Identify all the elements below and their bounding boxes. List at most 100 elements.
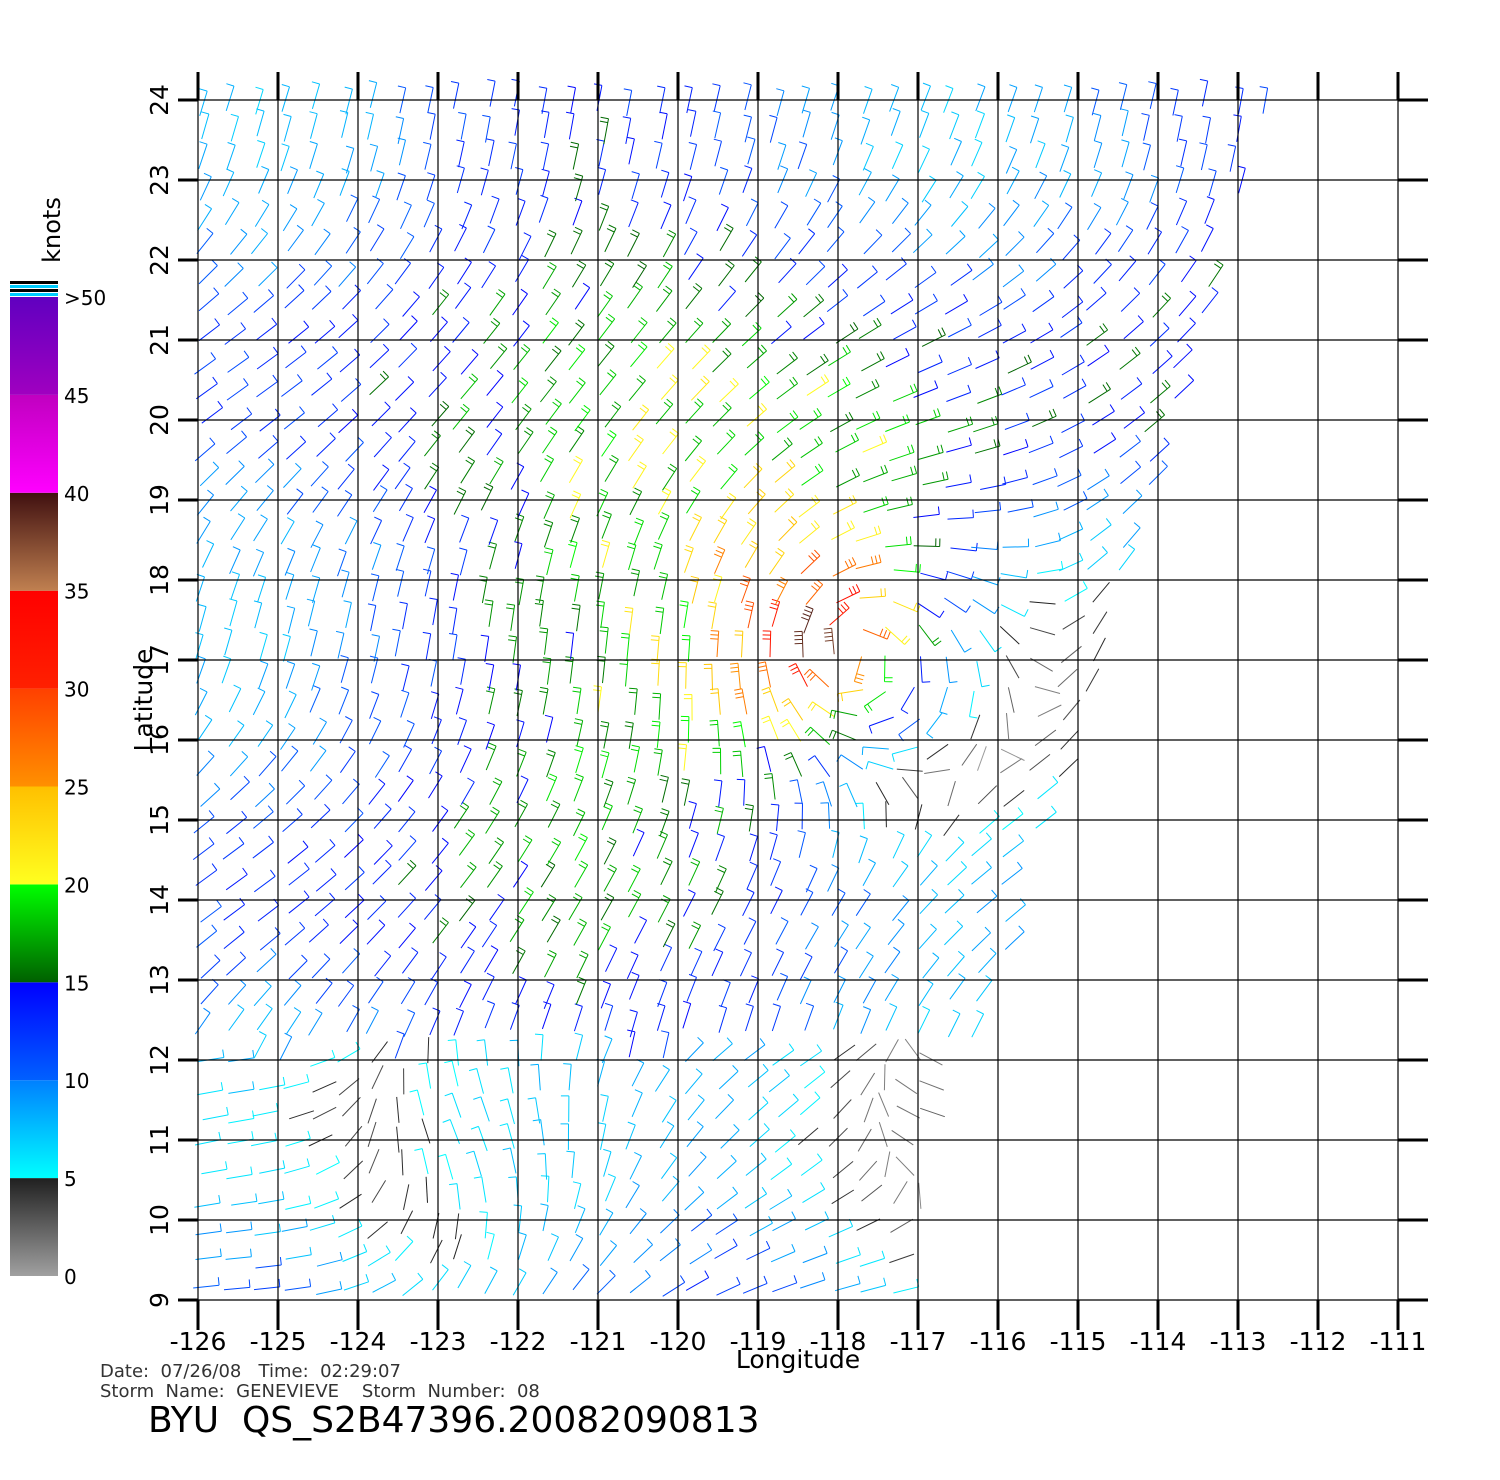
- wind-barb: [626, 776, 637, 805]
- wind-barb: [891, 746, 918, 762]
- wind-barb: [703, 663, 713, 691]
- wind-barb: [515, 167, 524, 195]
- wind-barb: [660, 857, 673, 886]
- wind-barb: [1061, 354, 1085, 376]
- wind-barb: [886, 496, 913, 511]
- wind-barb: [734, 630, 744, 658]
- wind-barb: [625, 1181, 640, 1209]
- wind-barb: [920, 82, 931, 111]
- wind-barb: [650, 635, 660, 663]
- wind-barb: [394, 1235, 414, 1261]
- wind-barb: [1174, 374, 1195, 399]
- wind-barb: [950, 629, 972, 653]
- wind-barb: [961, 743, 978, 766]
- wind-barb: [632, 461, 647, 489]
- wind-barb: [622, 116, 632, 144]
- wind-barb: [452, 403, 470, 430]
- wind-barb: [1174, 114, 1183, 142]
- wind-barb: [659, 1121, 675, 1149]
- wind-barb: [662, 919, 676, 948]
- wind-barb: [335, 630, 345, 659]
- wind-barb: [1000, 758, 1023, 774]
- wind-barb: [682, 1000, 692, 1029]
- wind-barb: [1090, 518, 1112, 541]
- wind-barb: [631, 171, 640, 200]
- wind-barb: [805, 579, 824, 605]
- wind-barb: [885, 1039, 899, 1063]
- wind-barb: [196, 750, 215, 776]
- wind-barb: [230, 571, 240, 600]
- wind-barb: [746, 402, 767, 427]
- wind-barb: [396, 172, 406, 201]
- wind-barb: [863, 496, 889, 513]
- wind-barb: [600, 980, 611, 1009]
- wind-barb: [749, 833, 758, 862]
- wind-barb: [252, 835, 274, 859]
- wind-barb: [197, 1082, 224, 1096]
- wind-barb: [739, 575, 751, 604]
- colorbar-tick-label: 35: [64, 580, 89, 604]
- wind-barb: [855, 379, 880, 399]
- wind-barb: [253, 600, 263, 629]
- wind-barb: [373, 464, 390, 491]
- wind-barb: [891, 227, 911, 253]
- wind-barb: [660, 943, 673, 972]
- wind-barb: [229, 751, 249, 777]
- wind-barb: [517, 489, 530, 518]
- wind-barb: [1202, 115, 1211, 144]
- wind-barb: [281, 374, 303, 397]
- wind-barb: [628, 687, 638, 715]
- wind-barb: [770, 803, 780, 831]
- wind-barb: [459, 980, 472, 1008]
- y-tick-label: 24: [145, 84, 174, 116]
- wind-barb: [482, 114, 491, 143]
- wind-barb: [310, 803, 331, 829]
- wind-barb: [628, 375, 646, 402]
- wind-barb: [201, 1161, 228, 1175]
- wind-barb: [309, 141, 318, 169]
- wind-barb: [1141, 113, 1150, 141]
- wind-barb: [1034, 171, 1048, 200]
- x-tick-label: -121: [570, 1327, 627, 1356]
- wind-barb: [1120, 460, 1141, 484]
- wind-barb: [764, 773, 776, 800]
- wind-barb: [629, 1269, 651, 1294]
- wind-barb: [834, 1275, 861, 1292]
- wind-barb: [311, 662, 321, 691]
- x-tick-label: -120: [650, 1327, 707, 1356]
- x-axis-label: Longitude: [736, 1345, 860, 1374]
- wind-barb: [1092, 404, 1115, 426]
- wind-barb: [365, 1006, 379, 1034]
- wind-barb: [1032, 468, 1058, 486]
- x-tick-label: -119: [730, 1327, 787, 1356]
- wind-barb: [547, 837, 562, 865]
- wind-barb: [868, 716, 894, 734]
- wind-barb: [805, 260, 826, 286]
- wind-barb: [421, 1118, 431, 1144]
- wind-barb: [368, 976, 384, 1004]
- wind-barb: [568, 455, 583, 483]
- wind-barb: [709, 719, 720, 747]
- wind-barb: [540, 141, 550, 170]
- wind-barb: [226, 378, 249, 401]
- wind-barb: [453, 801, 470, 829]
- wind-barb: [502, 1147, 517, 1174]
- wind-barb: [459, 745, 472, 773]
- wind-barb: [398, 407, 417, 433]
- wind-barb: [712, 318, 732, 343]
- wind-barb: [797, 1127, 819, 1146]
- wind-barb: [747, 136, 756, 165]
- wind-barb: [798, 228, 816, 255]
- wind-barb: [1035, 532, 1061, 548]
- wind-barb: [715, 1213, 739, 1235]
- wind-barb: [803, 316, 825, 340]
- wind-barb: [803, 293, 825, 318]
- wind-barb: [769, 547, 785, 575]
- wind-barb: [865, 761, 894, 770]
- wind-barb: [885, 626, 911, 645]
- wind-barb: [403, 1009, 416, 1037]
- wind-barb: [713, 138, 722, 167]
- wind-barb: [656, 831, 668, 859]
- wind-barb: [539, 686, 549, 715]
- colorbar-cap: [10, 281, 58, 284]
